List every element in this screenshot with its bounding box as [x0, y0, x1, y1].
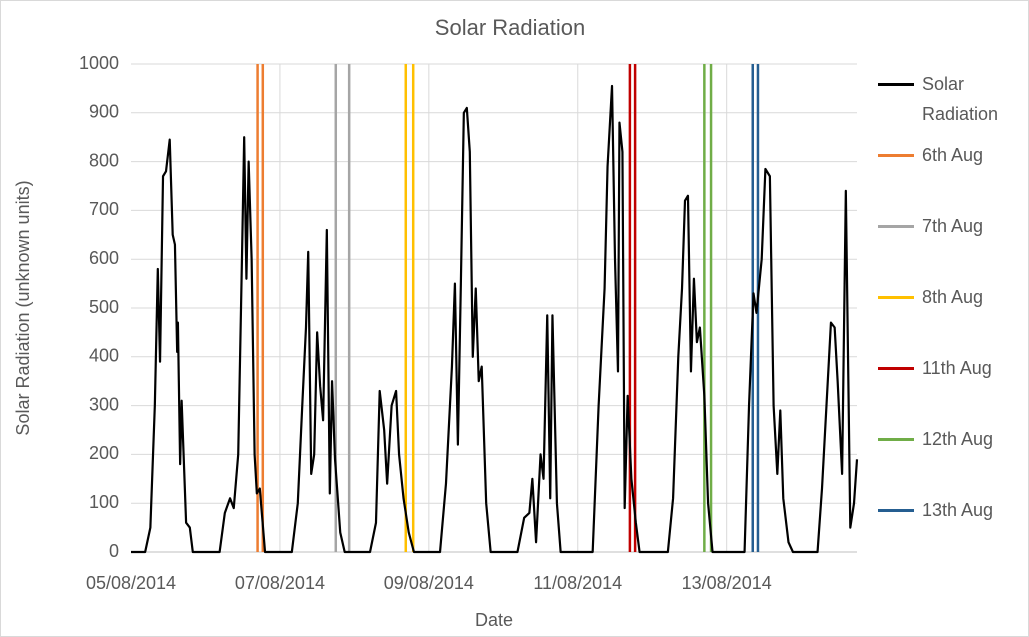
x-tick-label: 13/08/2014 — [682, 573, 772, 593]
x-tick-label: 09/08/2014 — [384, 573, 474, 593]
legend-label: 13th Aug — [922, 500, 994, 520]
x-tick-label: 07/08/2014 — [235, 573, 325, 593]
y-tick-label: 700 — [89, 199, 119, 219]
y-tick-label: 800 — [89, 150, 119, 170]
legend-swatch — [878, 83, 914, 86]
legend-label: Solar Radiation — [922, 74, 999, 124]
legend-item: 12th Aug — [878, 427, 1022, 454]
legend-label: 11th Aug — [922, 358, 992, 378]
legend-label: 12th Aug — [922, 429, 994, 449]
y-tick-label: 200 — [89, 443, 119, 463]
legend-swatch — [878, 367, 914, 370]
chart-title: Solar Radiation — [435, 15, 585, 40]
x-tick-label: 05/08/2014 — [86, 573, 176, 593]
y-tick-label: 100 — [89, 492, 119, 512]
y-tick-label: 600 — [89, 248, 119, 268]
legend-item: 7th Aug — [878, 214, 1022, 241]
legend-label: 8th Aug — [922, 287, 984, 307]
legend-item: 6th Aug — [878, 143, 1022, 170]
x-tick-label: 11/08/2014 — [533, 573, 622, 593]
legend-item: 11th Aug — [878, 356, 1022, 383]
y-tick-label: 1000 — [79, 53, 119, 73]
legend-swatch — [878, 154, 914, 157]
legend-item: 8th Aug — [878, 285, 1022, 312]
series-line — [131, 84, 859, 554]
y-axis-label: Solar Radiation (unknown units) — [13, 180, 33, 435]
legend-label: 7th Aug — [922, 216, 984, 236]
y-tick-label: 400 — [89, 346, 119, 366]
y-tick-label: 900 — [89, 102, 119, 122]
legend-swatch — [878, 438, 914, 441]
legend-swatch — [878, 225, 914, 228]
legend-item: 13th Aug — [878, 498, 1022, 525]
x-axis-label: Date — [475, 610, 513, 630]
legend-swatch — [878, 509, 914, 512]
y-tick-label: 300 — [89, 394, 119, 414]
legend-label: 6th Aug — [922, 145, 984, 165]
legend-swatch — [878, 296, 914, 299]
y-tick-label: 500 — [89, 297, 119, 317]
y-tick-label: 0 — [109, 541, 119, 561]
legend-item: Solar Radiation — [878, 72, 1022, 129]
